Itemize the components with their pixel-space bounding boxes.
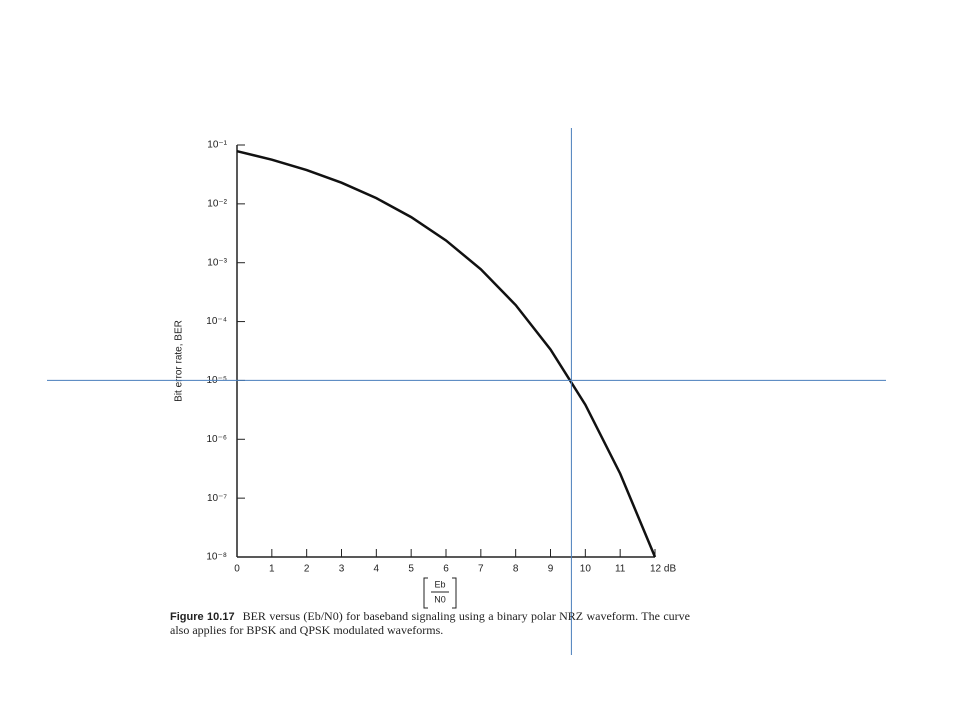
x-tick-label: 3 [339, 564, 345, 575]
x-tick-label: 0 [234, 564, 240, 575]
y-tick-label: 10⁻⁸ [206, 552, 227, 563]
y-tick-label: 10⁻² [207, 198, 227, 209]
y-tick-label: 10⁻¹ [207, 140, 227, 151]
caption-text: BER versus (Eb/N0) for baseband signalin… [170, 609, 690, 637]
x-tick-label: 11 [615, 564, 626, 575]
x-tick-label: 6 [443, 564, 449, 575]
y-tick-label: 10⁻³ [207, 257, 227, 268]
caption-label: Figure 10.17 [170, 611, 235, 623]
x-label-denominator: N0 [434, 594, 446, 604]
y-axis-label: Bit error rate, BER [174, 320, 185, 402]
x-tick-label: 10 [580, 564, 592, 575]
caption: Figure 10.17 BER versus (Eb/N0) for baseb… [170, 610, 690, 637]
x-tick-label: 8 [513, 564, 519, 575]
x-tick-label: 4 [374, 564, 380, 575]
x-tick-label: 9 [548, 564, 554, 575]
x-tick-label: 7 [478, 564, 484, 575]
ber-curve [236, 149, 657, 558]
bracket [423, 577, 457, 609]
x-tick-label: 12 dB [650, 564, 676, 575]
x-tick-label: 2 [304, 564, 310, 575]
x-tick-label: 1 [269, 564, 275, 575]
y-tick-label: 10⁻⁴ [206, 316, 227, 327]
x-tick-label: 5 [408, 564, 414, 575]
x-label-numerator: Eb [434, 579, 445, 589]
y-tick-label: 10⁻⁶ [206, 434, 227, 445]
y-tick-label: 10⁻⁷ [207, 493, 227, 504]
